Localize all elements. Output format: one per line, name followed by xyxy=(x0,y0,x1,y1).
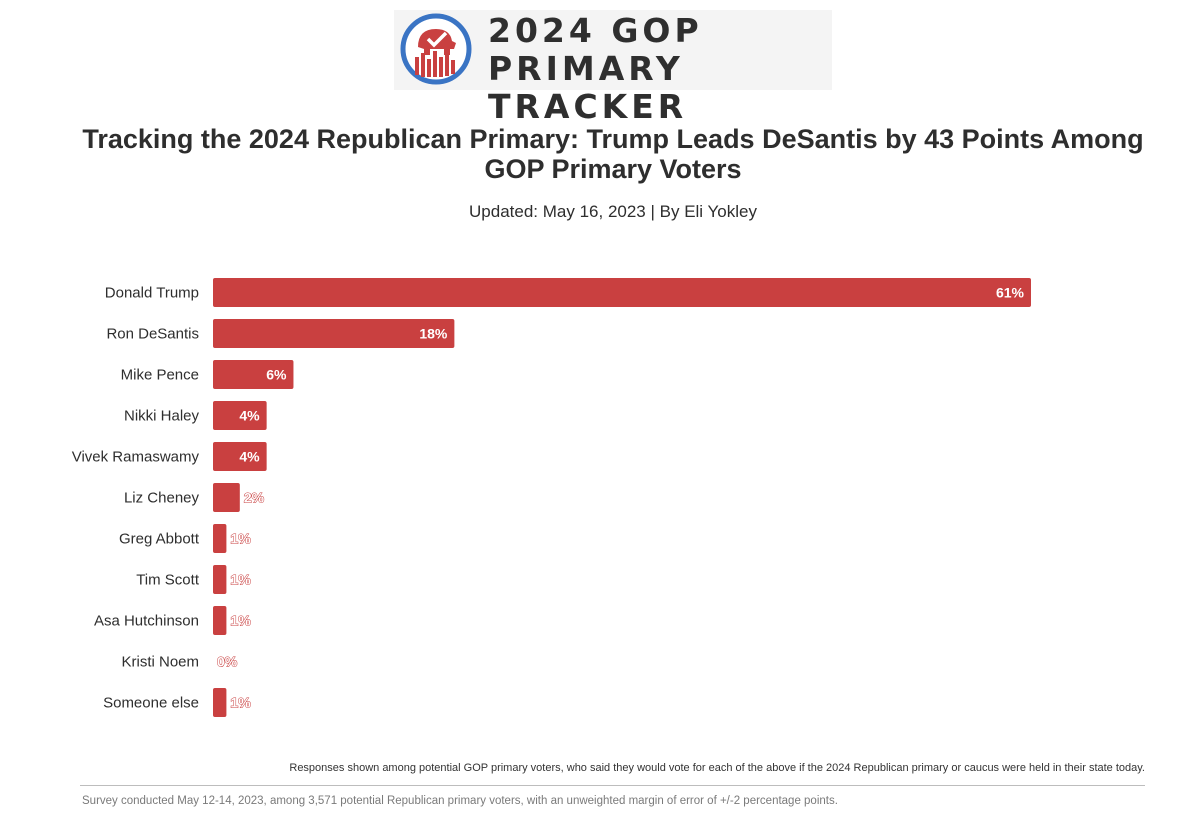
data-label: 18% xyxy=(419,326,448,342)
bar xyxy=(213,688,227,717)
data-label: 4% xyxy=(239,449,260,465)
data-label: 61% xyxy=(996,285,1025,301)
data-label: 1% xyxy=(230,572,251,588)
responses-note: Responses shown among potential GOP prim… xyxy=(289,762,1145,774)
gop-elephant-logo-icon xyxy=(400,13,472,85)
data-label: 0% xyxy=(217,654,238,670)
category-label: Mike Pence xyxy=(121,367,199,384)
bar xyxy=(213,442,267,471)
data-label: 6% xyxy=(266,367,287,383)
data-label: 1% xyxy=(230,531,251,547)
bar xyxy=(213,606,227,635)
category-label: Greg Abbott xyxy=(119,531,200,548)
logo-line-2: PRIMARY TRACKER xyxy=(488,49,688,126)
chart-headline: Tracking the 2024 Republican Primary: Tr… xyxy=(82,124,1144,184)
bar xyxy=(213,524,227,553)
category-label: Asa Hutchinson xyxy=(94,613,199,630)
category-label: Vivek Ramaswamy xyxy=(72,449,200,466)
bar xyxy=(213,319,455,348)
data-label: 1% xyxy=(230,695,251,711)
data-label: 4% xyxy=(239,408,260,424)
bar xyxy=(213,401,267,430)
category-label: Kristi Noem xyxy=(121,654,199,671)
bar xyxy=(213,565,227,594)
logo-line-1: 2024 GOP xyxy=(488,11,703,50)
category-label: Someone else xyxy=(103,695,199,712)
tracker-logo-text: 2024 GOP PRIMARY TRACKER xyxy=(488,12,832,126)
category-label: Donald Trump xyxy=(105,285,199,302)
data-label: 2% xyxy=(244,490,265,506)
category-label: Liz Cheney xyxy=(124,490,200,507)
tracker-logo: 2024 GOP PRIMARY TRACKER xyxy=(394,10,832,126)
category-label: Tim Scott xyxy=(136,572,200,589)
byline: Updated: May 16, 2023 | By Eli Yokley xyxy=(469,202,757,221)
data-label: 1% xyxy=(230,613,251,629)
bar xyxy=(213,483,240,512)
bar xyxy=(213,360,294,389)
category-label: Nikki Haley xyxy=(124,408,200,425)
survey-footnote: Survey conducted May 12-14, 2023, among … xyxy=(82,795,838,807)
category-label: Ron DeSantis xyxy=(106,326,199,343)
footer-divider xyxy=(80,785,1145,786)
bar-chart: Donald Trump 61% Ron DeSantis 18% Mike Pence… xyxy=(72,278,1031,717)
bar xyxy=(213,278,1031,307)
